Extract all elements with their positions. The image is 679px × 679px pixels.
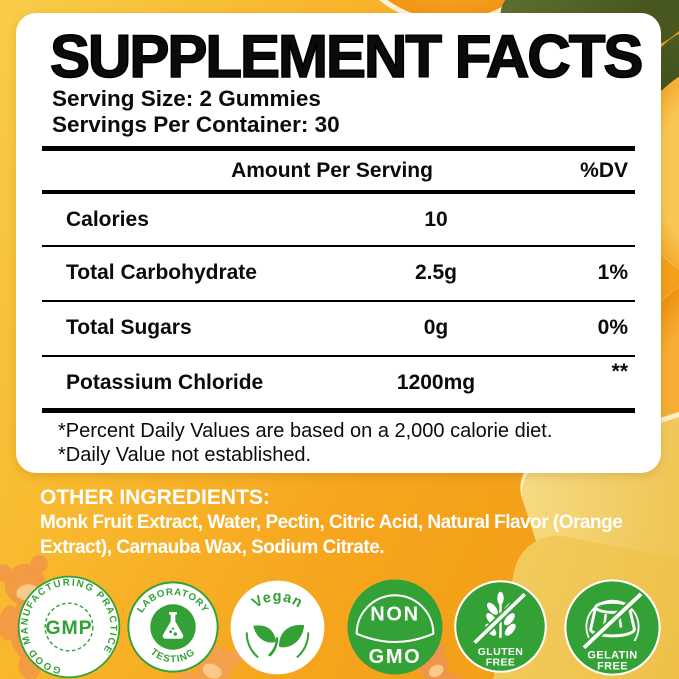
nutrient-dv: ** — [611, 360, 628, 384]
nutrient-dv: 0% — [597, 315, 628, 339]
divider-thin — [42, 245, 635, 247]
serving-size: Serving Size: 2 Gummies — [52, 86, 321, 111]
footnote-dv-not-established: *Daily Value not established. — [58, 444, 312, 466]
nutrient-amount: 2.5g — [414, 260, 458, 284]
footnote-percent-dv: *Percent Daily Values are based on a 2,0… — [58, 420, 553, 442]
table-row: Calories 10 — [16, 194, 661, 245]
non-text: NON — [370, 603, 419, 625]
free-text: FREE — [486, 656, 516, 668]
other-ingredients-heading: OTHER INGREDIENTS: — [40, 486, 270, 509]
divider-thick — [42, 146, 635, 151]
nutrient-label: Potassium Chloride — [66, 370, 264, 394]
nutrient-amount: 10 — [424, 207, 448, 231]
svg-text:Vegan: Vegan — [250, 589, 306, 612]
other-ingredients-section: OTHER INGREDIENTS: Monk Fruit Extract, W… — [40, 485, 662, 560]
free-text: FREE — [597, 661, 628, 673]
slash-icon — [473, 592, 527, 644]
gmp-text: GMP — [46, 617, 93, 639]
divider-thin — [42, 355, 635, 357]
badge-gmp: GOOD MANUFACTURING PRACTICE GMP — [17, 575, 121, 679]
table-row: Total Carbohydrate 2.5g 1% — [16, 247, 661, 298]
gluten-text: GLUTEN — [478, 646, 524, 658]
table-row: Total Sugars 0g 0% — [16, 302, 661, 353]
panel-title: SUPPLEMENT FACTS — [49, 23, 644, 90]
leaf-icon — [253, 624, 305, 657]
nutrient-amount: 1200mg — [396, 370, 476, 394]
flask-icon — [162, 612, 184, 639]
nutrient-label: Calories — [66, 207, 149, 231]
gelatin-text: GELATIN — [587, 650, 637, 662]
badge-gluten-free: GLUTEN FREE — [454, 580, 547, 673]
divider-thick — [42, 408, 635, 413]
badge-laboratory-testing: LABORATORY TESTING — [127, 581, 219, 673]
nutrient-label: Total Carbohydrate — [66, 260, 257, 284]
slash-icon — [582, 592, 643, 650]
other-ingredients-list: Monk Fruit Extract, Water, Pectin, Citri… — [40, 512, 623, 558]
supplement-facts-panel: SUPPLEMENT FACTS Serving Size: 2 Gummies… — [16, 13, 661, 473]
nutrient-dv: 1% — [597, 260, 628, 284]
badge-vegan: Vegan — [230, 580, 325, 675]
serving-info: Serving Size: 2 Gummies Servings Per Con… — [52, 86, 340, 137]
badge-non-gmo: NON GMO — [347, 579, 443, 675]
divider-medium — [42, 190, 635, 194]
dv-header: %DV — [580, 159, 628, 182]
divider-thin — [42, 300, 635, 302]
gmo-text: GMO — [369, 646, 422, 668]
nutrient-amount: 0g — [423, 315, 449, 339]
amount-per-serving-header: Amount Per Serving — [231, 159, 433, 182]
nutrient-label: Total Sugars — [66, 315, 192, 339]
badge-gelatin-free: GELATIN FREE — [564, 579, 661, 676]
table-row: Potassium Chloride 1200mg ** — [16, 357, 661, 408]
servings-per-container: Servings Per Container: 30 — [52, 111, 340, 137]
